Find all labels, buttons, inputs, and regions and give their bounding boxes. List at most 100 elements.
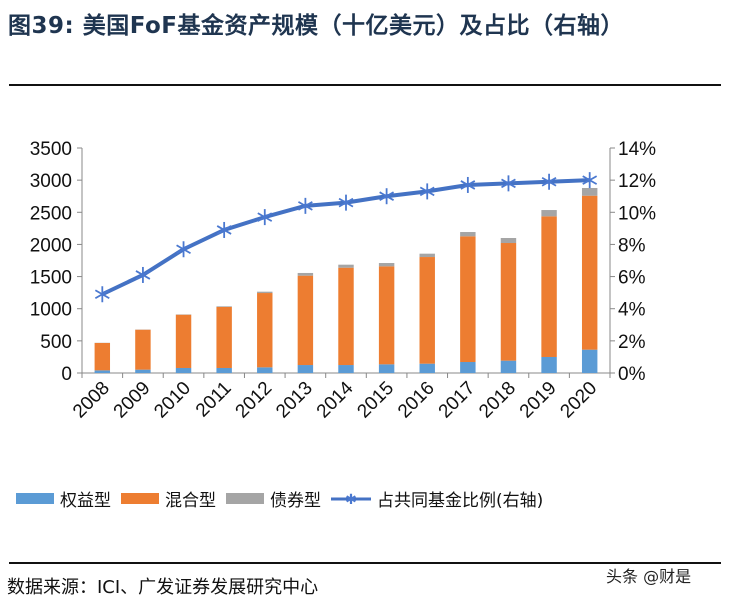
right-tick-label: 0% [618, 364, 646, 385]
x-tick-label: 2009 [110, 378, 155, 423]
right-tick-label: 14% [618, 139, 656, 160]
x-tick-label: 2013 [272, 378, 317, 423]
bar-mixed [297, 275, 314, 366]
right-tick-label: 12% [618, 171, 656, 192]
marker-stroke [541, 176, 557, 187]
bar-mixed [500, 243, 517, 361]
bar-equity [541, 356, 557, 373]
bar-bond [500, 238, 517, 244]
marker-stroke [135, 270, 151, 280]
bar-mixed [581, 195, 598, 350]
marker-stroke [419, 186, 435, 197]
bar-mixed [216, 306, 232, 368]
bar-bond [419, 253, 435, 258]
line-marker [582, 172, 598, 189]
left-tick-label: 1000 [30, 300, 72, 321]
marker-stroke [501, 178, 516, 189]
bar-equity [581, 349, 598, 373]
line-marker [297, 197, 313, 214]
source-divider [9, 562, 721, 564]
x-tick-label: 2017 [435, 378, 480, 423]
legend-item: 混合型 [121, 486, 216, 511]
bar-bond [297, 272, 314, 276]
bar-equity [378, 364, 395, 373]
legend-swatch [121, 493, 159, 504]
x-tick-label: 2018 [475, 378, 520, 423]
legend-label: 混合型 [165, 491, 216, 511]
bar-equity [257, 367, 273, 373]
legend-swatch [16, 493, 54, 504]
bar-mixed [257, 293, 273, 368]
right-tick-label: 4% [618, 300, 646, 321]
bar-bond [541, 210, 557, 217]
marker-stroke [460, 180, 476, 190]
legend-line-marker-icon: ✱ [331, 492, 371, 506]
chart: 0 500 1000 1500 2000 2500 3000 3500 0% 2% 4% 6% 8% 10… [30, 139, 656, 423]
left-tick-label: 2000 [30, 235, 72, 256]
bar-equity [216, 367, 232, 373]
x-tick-label: 2020 [556, 378, 601, 423]
bar-equity [297, 365, 314, 373]
right-tick-label: 2% [618, 332, 646, 353]
bar-equity [135, 369, 151, 373]
bar-mixed [135, 329, 151, 370]
bar-equity [338, 365, 354, 373]
title-divider [9, 84, 721, 86]
x-tick-label: 2016 [394, 378, 439, 423]
marker-stroke [176, 244, 191, 255]
bar-equity [94, 370, 111, 373]
line-marker [94, 286, 110, 303]
x-tick-label: 2010 [150, 378, 195, 423]
x-tick-label: 2011 [192, 378, 236, 422]
line-marker [338, 194, 354, 211]
marker-stroke [297, 201, 313, 211]
line-marker [419, 183, 435, 200]
marker-stroke [216, 225, 232, 235]
bar-equity [460, 362, 476, 373]
legend-label: 占共同基金比例(右轴) [377, 491, 544, 511]
right-tick-label: 10% [618, 203, 656, 224]
line-marker [541, 173, 557, 190]
line-marker [460, 176, 476, 193]
right-tick-label: 8% [618, 235, 646, 256]
bar-mixed [378, 266, 395, 365]
left-tick-label: 3000 [30, 171, 72, 192]
x-tick-label: 2015 [353, 378, 398, 423]
right-tick-label: 6% [618, 268, 646, 289]
x-tick-label: 2012 [232, 378, 277, 423]
svg-text:✱: ✱ [345, 492, 357, 506]
line-marker [379, 188, 395, 205]
bar-bond [257, 291, 273, 294]
legend-swatch [226, 493, 264, 504]
watermark: 头条 @财是 [606, 567, 692, 586]
legend-label: 债券型 [270, 491, 321, 511]
line-marker [216, 221, 232, 238]
line-marker [501, 175, 516, 192]
bar-mixed [541, 216, 557, 357]
legend-item: 权益型 [16, 486, 111, 511]
bar-mixed [338, 267, 354, 366]
marker-stroke [582, 175, 598, 185]
x-tick-label: 2014 [313, 377, 358, 422]
bar-equity [500, 360, 517, 373]
bar-equity [175, 367, 192, 373]
left-tick-label: 1500 [30, 268, 72, 289]
line-marker [135, 266, 151, 283]
bar-equity [419, 363, 435, 373]
bar-bond [460, 232, 476, 237]
bar-bond [581, 187, 598, 196]
bar-bond [378, 263, 395, 267]
legend-item: ✱ 占共同基金比例(右轴) [331, 486, 543, 511]
legend-label: 权益型 [60, 491, 111, 511]
x-tick-label: 2008 [69, 378, 114, 423]
marker-stroke [338, 197, 354, 208]
bar-mixed [175, 314, 192, 368]
marker-stroke [379, 191, 395, 201]
left-tick-label: 0 [61, 364, 72, 385]
source-note: 数据来源：ICI、广发证券发展研究中心 [7, 577, 319, 598]
line-marker [176, 241, 191, 258]
marker-stroke [257, 212, 273, 222]
bar-bond [338, 264, 354, 268]
bar-mixed [94, 342, 111, 371]
